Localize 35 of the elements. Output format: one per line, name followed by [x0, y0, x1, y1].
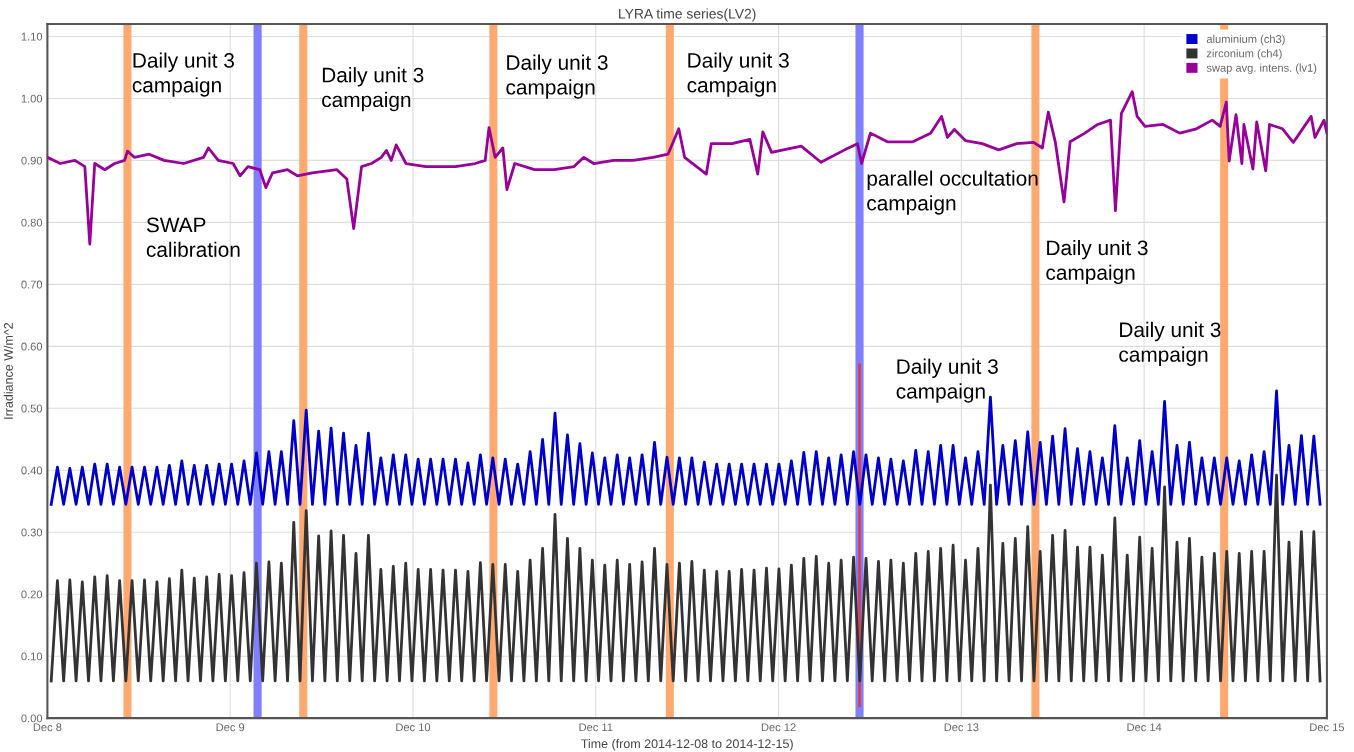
annotation: Daily unit 3 campaign	[1046, 239, 1148, 285]
y-tick-label: 0.20	[21, 590, 43, 599]
y-tick-label: 0.90	[21, 156, 43, 165]
annotation: Daily unit 3 campaign	[506, 54, 608, 99]
annotation: Daily unit 3 campaign	[687, 52, 789, 97]
y-tick-label: 0.70	[21, 280, 43, 289]
annotation: Daily unit 3 campaign	[132, 52, 234, 97]
legend-label: swap avg. intens. (lv1)	[1206, 63, 1317, 74]
y-tick-label: 0.30	[21, 528, 43, 537]
annotation: SWAP calibration	[146, 217, 240, 258]
x-axis-title: Time (from 2014-12-08 to 2014-12-15)	[581, 738, 793, 751]
annotation: Daily unit 3 campaign	[322, 67, 424, 112]
x-tick-label: Dec 11	[579, 723, 613, 732]
y-tick-label: 0.10	[21, 652, 43, 661]
x-tick-label: Dec 8	[33, 723, 62, 732]
annotation: Daily unit 3 campaign	[896, 358, 998, 403]
y-tick-label: 0.50	[21, 404, 43, 413]
chart-title: LYRA time series(LV2)	[619, 8, 756, 22]
x-tick-label: Dec 10	[396, 723, 431, 732]
line-series	[49, 473, 1322, 683]
x-tick-label: Dec 13	[944, 723, 979, 732]
y-tick-label: 1.10	[21, 32, 43, 41]
x-tick-label: Dec 15	[1310, 723, 1345, 732]
y-axis-title: Irradiance W/m^2	[3, 322, 13, 419]
y-tick-label: 0.40	[21, 466, 43, 475]
legend-label: zirconium (ch4)	[1206, 49, 1282, 60]
x-tick-label: Dec 14	[1127, 723, 1162, 732]
y-tick-label: 0.80	[21, 218, 43, 227]
y-tick-label: 0.60	[21, 342, 43, 351]
legend-label: aluminium (ch3)	[1206, 34, 1285, 46]
x-tick-label: Dec 9	[216, 723, 245, 732]
annotation: Daily unit 3 campaign	[1119, 321, 1221, 366]
x-tick-label: Dec 12	[761, 723, 796, 732]
y-tick-label: 0.00	[21, 714, 43, 723]
y-tick-label: 1.00	[21, 94, 43, 103]
